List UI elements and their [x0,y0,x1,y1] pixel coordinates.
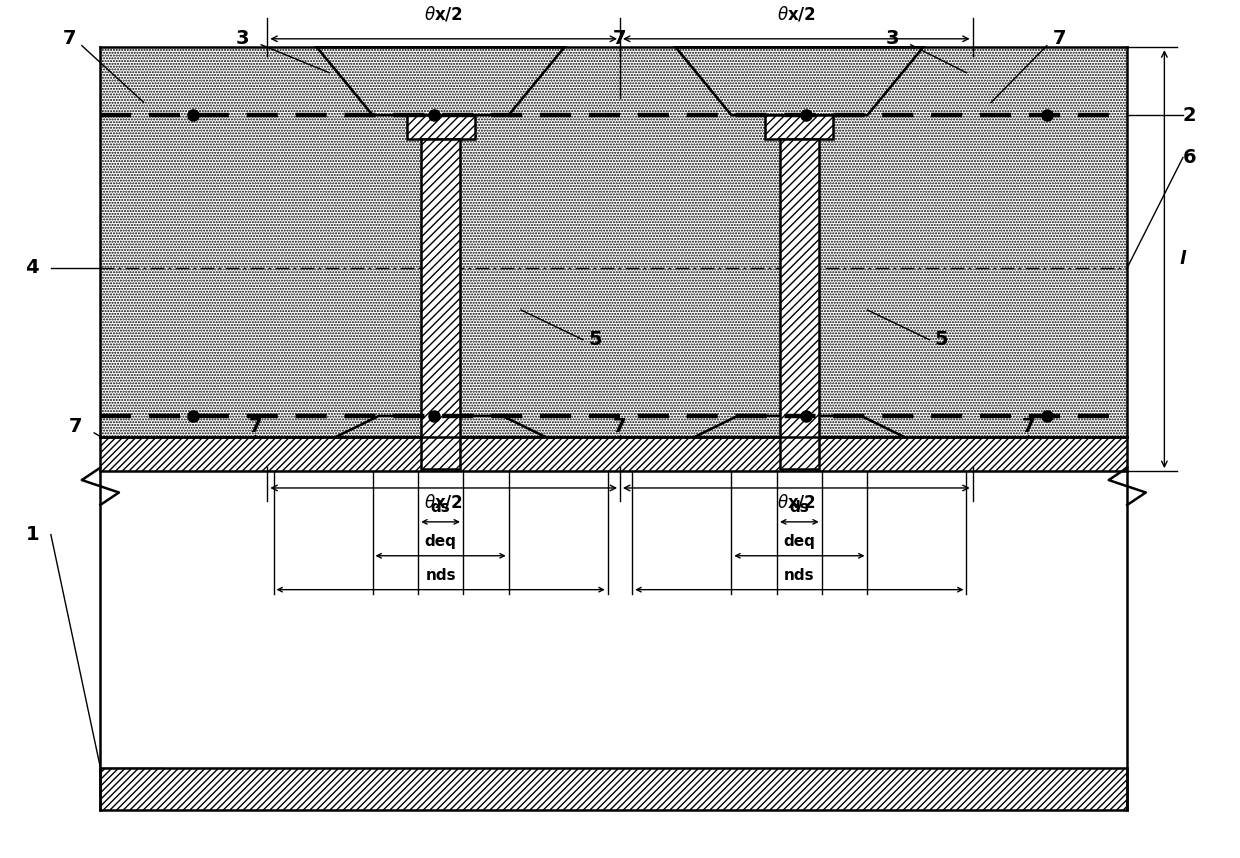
Bar [407,115,475,139]
Polygon shape [317,47,564,115]
Bar [100,47,1127,437]
Text: nds: nds [425,568,456,583]
Bar [100,437,1127,471]
Bar [420,139,460,469]
Bar [780,139,820,469]
Bar [780,139,820,469]
Text: 7: 7 [1022,417,1035,436]
Text: 3: 3 [885,29,899,48]
Text: 7: 7 [248,417,262,436]
Text: 1: 1 [26,525,40,544]
Text: deq: deq [424,534,456,549]
Text: ds: ds [430,500,450,515]
Bar [765,115,833,139]
Text: 7: 7 [63,29,76,48]
Bar [420,139,460,469]
Bar [100,437,1127,471]
Text: l: l [1179,251,1185,269]
Text: $\theta$x/2: $\theta$x/2 [424,4,463,23]
Polygon shape [676,47,923,115]
Polygon shape [336,416,546,437]
Text: $\theta$x/2: $\theta$x/2 [424,492,463,511]
Text: 2: 2 [1183,106,1197,124]
Text: 5: 5 [589,330,603,349]
Bar [407,115,475,139]
Bar [100,47,1127,437]
Text: 3: 3 [236,29,249,48]
Bar [100,768,1127,810]
Text: 7: 7 [69,417,82,436]
Text: 7: 7 [614,29,626,48]
Bar [765,115,833,139]
Text: 7: 7 [614,417,626,436]
Polygon shape [694,416,904,437]
Text: 6: 6 [1183,148,1197,167]
Text: ds: ds [790,500,810,515]
Text: 5: 5 [935,330,949,349]
Text: 4: 4 [26,258,40,277]
Text: $\theta$x/2: $\theta$x/2 [777,4,816,23]
Bar [100,768,1127,810]
Text: 7: 7 [1053,29,1066,48]
Text: nds: nds [784,568,815,583]
Text: $\theta$x/2: $\theta$x/2 [777,492,816,511]
Text: deq: deq [784,534,816,549]
